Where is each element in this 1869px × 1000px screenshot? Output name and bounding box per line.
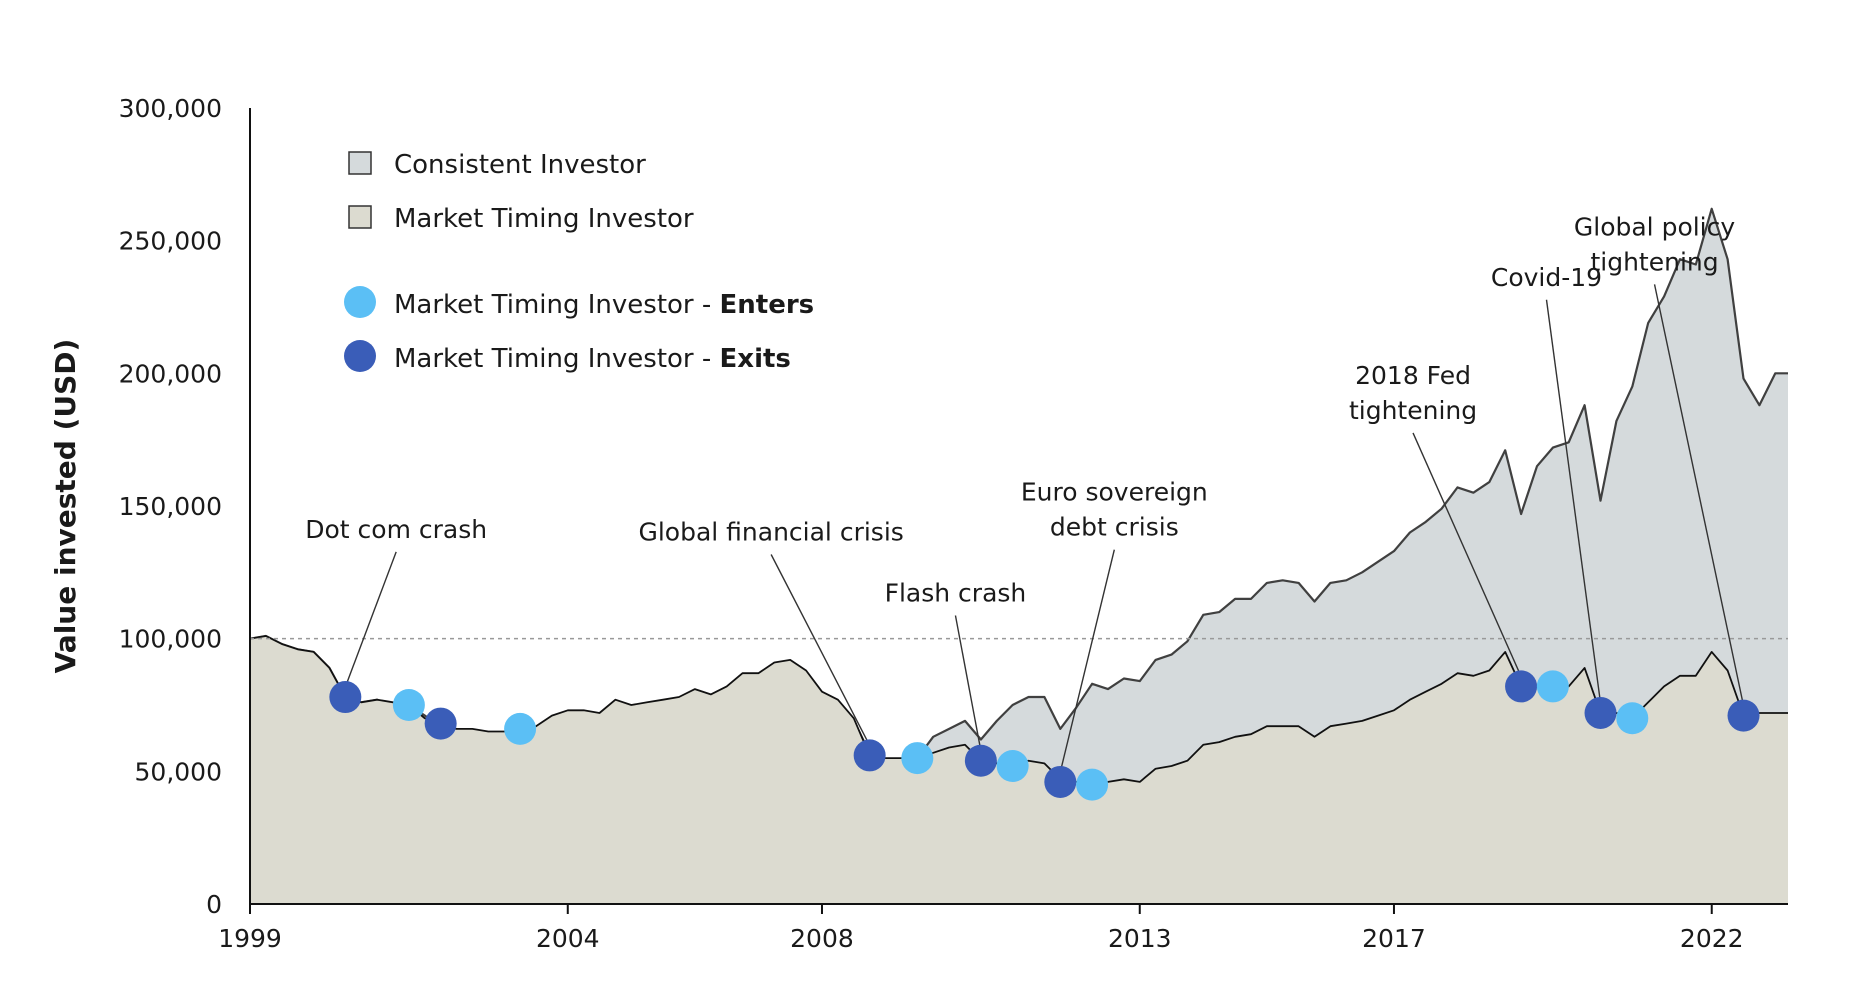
y-tick-label: 50,000: [135, 757, 222, 786]
enter-marker: [1076, 768, 1109, 801]
y-tick-label: 250,000: [119, 227, 222, 256]
annotation-line-text: tightening: [1349, 396, 1477, 425]
axes: 0 50,000 100,000 150,000 200,000 250,000 300,0…: [119, 94, 1788, 953]
y-axis-title: Value invested (USD): [49, 339, 82, 674]
enter-marker: [504, 712, 537, 745]
legend-label-timing: Market Timing Investor: [394, 204, 694, 234]
enter-marker: [1536, 670, 1569, 703]
x-tick-label: 2004: [536, 924, 600, 953]
exit-marker: [424, 707, 457, 740]
annotation-label: Flash crash: [885, 579, 1027, 608]
enter-marker: [996, 750, 1029, 783]
exit-marker: [964, 744, 997, 777]
x-tick-label: 2013: [1108, 924, 1172, 953]
legend-label-enters: Market Timing Investor - Enters: [394, 290, 814, 320]
annotation-line-text: 2018 Fed: [1355, 361, 1471, 390]
annotation-label: Euro sovereign debt crisis: [1021, 478, 1208, 542]
x-tick-label: 1999: [218, 924, 282, 953]
legend-label-exits: Market Timing Investor - Exits: [394, 344, 791, 374]
annotation-label: Covid-19: [1491, 263, 1602, 292]
annotation-leader: [1653, 284, 1745, 706]
exit-marker: [1727, 699, 1760, 732]
legend-swatch-timing: [348, 205, 372, 229]
exit-marker: [1505, 670, 1538, 703]
annotation-line-text: Covid-19: [1491, 263, 1602, 292]
enter-marker: [901, 742, 934, 775]
annotation-line-text: Global policy: [1574, 212, 1735, 241]
legend-marker-exits: [344, 340, 376, 372]
legend-exits-prefix: Market Timing Investor -: [394, 344, 720, 374]
annotation-label: Global financial crisis: [638, 517, 903, 546]
exit-marker: [853, 739, 886, 772]
exit-marker: [329, 681, 362, 714]
annotation-leader: [1412, 432, 1522, 677]
annotation-leader: [770, 554, 871, 746]
y-tick-label: 0: [206, 890, 222, 919]
annotation-line-text: Flash crash: [885, 579, 1027, 608]
annotation-line-text: Dot com crash: [305, 515, 487, 544]
annotation-line-text: Euro sovereign: [1021, 478, 1208, 507]
legend-enters-bold: Enters: [720, 290, 815, 320]
x-tick-label: 2017: [1362, 924, 1426, 953]
annotation-label: 2018 Fed tightening: [1349, 361, 1477, 425]
markers: [329, 670, 1760, 801]
y-tick-label: 200,000: [119, 359, 222, 388]
annotation-leader: [1059, 549, 1116, 773]
annotation-line-text: tightening: [1590, 247, 1718, 276]
legend-exits-bold: Exits: [720, 344, 791, 374]
exit-marker: [1044, 765, 1077, 798]
annotation-label: Global policy tightening: [1574, 212, 1735, 276]
exit-marker: [1584, 696, 1617, 729]
x-tick-label: 2008: [790, 924, 854, 953]
annotation-leader: [344, 551, 397, 688]
annotation-label: Dot com crash: [305, 515, 487, 544]
annotation-leader: [954, 615, 982, 751]
x-tick-label: 2022: [1680, 924, 1744, 953]
legend-marker-enters: [344, 286, 376, 318]
legend-swatch-consistent: [348, 151, 372, 175]
legend-label-consistent: Consistent Investor: [394, 150, 646, 180]
y-tick-label: 300,000: [119, 94, 222, 123]
y-tick-label: 100,000: [119, 625, 222, 654]
annotation-leader: [1545, 299, 1602, 704]
legend: Consistent Investor Market Timing Invest…: [344, 150, 814, 374]
annotation-line-text: Global financial crisis: [638, 517, 903, 546]
annotation-line-text: debt crisis: [1050, 513, 1179, 542]
enter-marker: [392, 689, 425, 721]
y-tick-label: 150,000: [119, 492, 222, 521]
legend-enters-prefix: Market Timing Investor -: [394, 290, 720, 320]
enter-marker: [1616, 702, 1649, 735]
annotations: Dot com crash Global financial crisis Flas…: [305, 212, 1745, 773]
